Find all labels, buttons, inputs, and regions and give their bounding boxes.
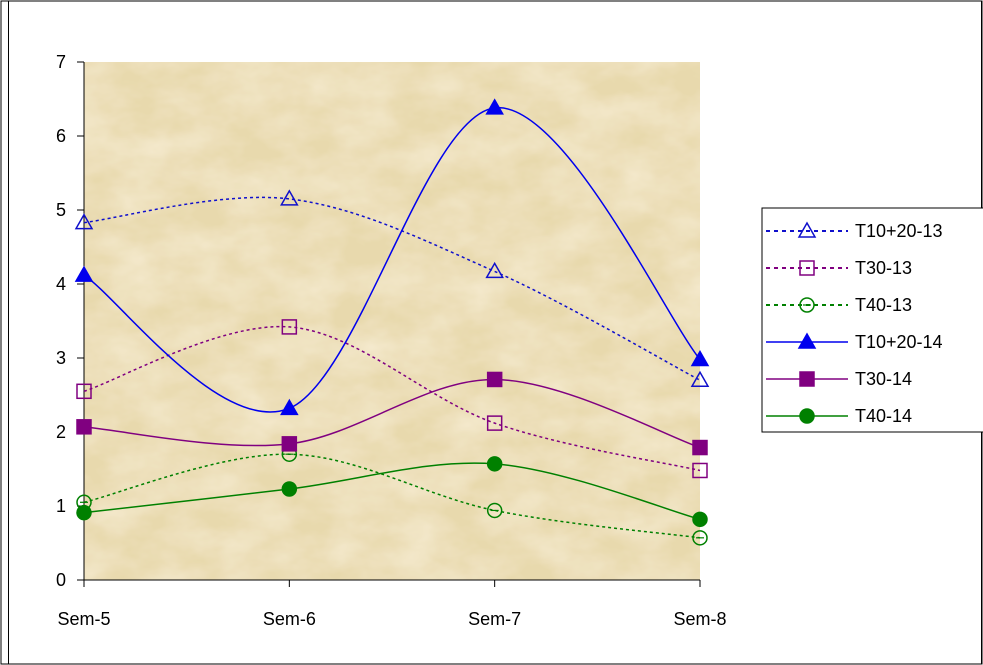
series-T10+20-14 xyxy=(74,98,710,416)
data-point xyxy=(280,398,299,416)
y-tick-label: 5 xyxy=(56,200,66,220)
data-point xyxy=(692,511,708,528)
data-point-ring xyxy=(76,504,92,521)
legend-marker xyxy=(799,408,815,424)
data-point xyxy=(281,319,298,335)
x-tick-label: Sem-7 xyxy=(468,609,521,629)
y-tick-label: 2 xyxy=(56,422,66,442)
legend-label: T30-13 xyxy=(855,258,912,278)
series-T30-13 xyxy=(76,319,708,479)
data-point-ring xyxy=(486,456,503,472)
data-point xyxy=(76,504,92,521)
data-point xyxy=(281,436,298,452)
legend-label: T40-13 xyxy=(855,295,912,315)
legend-label: T30-14 xyxy=(855,369,912,389)
y-tick-label: 1 xyxy=(56,496,66,516)
series-T40-14 xyxy=(76,456,708,528)
data-point xyxy=(76,383,92,400)
legend-entry: T30-13 xyxy=(766,258,912,278)
series-T10+20-13 xyxy=(74,189,710,387)
legend-marker-ring xyxy=(799,297,815,313)
y-tick-label: 7 xyxy=(56,52,66,72)
series-layer xyxy=(74,98,710,546)
y-tick-label: 4 xyxy=(56,274,66,294)
series-line xyxy=(83,378,701,449)
legend-marker-ring xyxy=(799,408,815,424)
data-point xyxy=(692,530,708,546)
data-point-ring xyxy=(692,511,708,528)
data-point xyxy=(485,98,504,115)
legend-marker xyxy=(799,297,815,313)
legend: T10+20-13 T30-13 T40-13 T10+20-14 T30-14 T40-… xyxy=(761,207,983,433)
x-tick-label: Sem-8 xyxy=(673,609,726,629)
plot-area xyxy=(84,62,700,580)
y-tick-label: 0 xyxy=(56,570,66,590)
data-point-ring xyxy=(486,502,503,519)
data-point xyxy=(74,265,94,282)
legend-entry: T40-14 xyxy=(766,406,912,426)
legend-entry: T10+20-14 xyxy=(766,332,943,352)
series-T30-14 xyxy=(76,371,708,456)
legend-label: T10+20-14 xyxy=(855,332,943,352)
series-line xyxy=(83,462,701,521)
data-point xyxy=(486,456,503,472)
data-point-ring xyxy=(281,481,298,497)
data-point xyxy=(692,439,708,456)
data-point xyxy=(485,261,504,279)
axes: 0 1 2 3 4 5 6 7 Sem-5 Sem-6 Sem-7 Sem-8 xyxy=(56,52,727,629)
data-point xyxy=(486,371,503,388)
data-point xyxy=(76,419,92,435)
data-point xyxy=(692,462,708,479)
data-point xyxy=(486,502,503,519)
data-point xyxy=(486,415,503,431)
data-point xyxy=(690,349,710,367)
y-tick-label: 3 xyxy=(56,348,66,368)
data-point xyxy=(690,370,710,387)
data-point-ring xyxy=(692,530,708,546)
legend-marker xyxy=(797,332,817,349)
series-line xyxy=(83,107,701,413)
legend-marker xyxy=(797,221,817,238)
legend-marker xyxy=(799,260,815,276)
legend-box xyxy=(761,207,983,433)
legend-label: T40-14 xyxy=(855,406,912,426)
data-point xyxy=(281,481,298,497)
legend-entry: T10+20-13 xyxy=(766,221,943,241)
legend-marker xyxy=(799,371,815,387)
legend-entry: T40-13 xyxy=(766,295,912,315)
y-tick-label: 6 xyxy=(56,126,66,146)
legend-entry: T30-14 xyxy=(766,369,912,389)
series-line xyxy=(83,196,701,381)
plot-background xyxy=(84,62,700,580)
data-point xyxy=(74,213,94,230)
x-tick-label: Sem-5 xyxy=(57,609,110,629)
data-point xyxy=(280,189,299,206)
series-line xyxy=(83,453,701,539)
legend-label: T10+20-13 xyxy=(855,221,943,241)
x-tick-label: Sem-6 xyxy=(263,609,316,629)
